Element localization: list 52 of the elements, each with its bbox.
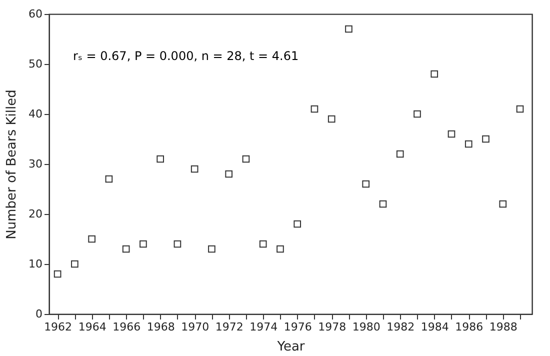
point bbox=[259, 240, 267, 248]
x-tick-label: 1982 bbox=[386, 320, 415, 334]
x-tick-label: 1966 bbox=[112, 320, 141, 334]
point bbox=[156, 155, 164, 163]
point bbox=[105, 175, 113, 183]
point bbox=[379, 200, 387, 208]
x-tick-label: 1962 bbox=[44, 320, 72, 334]
point bbox=[88, 235, 96, 243]
x-tick-label: 1974 bbox=[250, 320, 278, 334]
x-tick-label: 1972 bbox=[215, 320, 244, 334]
y-tick-label: 50 bbox=[28, 58, 42, 70]
point bbox=[190, 165, 198, 173]
point bbox=[464, 140, 472, 148]
x-tick-label: 1988 bbox=[489, 320, 518, 334]
y-tick-label: 10 bbox=[28, 258, 42, 270]
x-tick-label: 1984 bbox=[420, 320, 449, 334]
point bbox=[414, 110, 421, 118]
x-tick-label: 1980 bbox=[352, 320, 380, 334]
point bbox=[482, 135, 490, 143]
point bbox=[225, 170, 233, 178]
point bbox=[499, 200, 507, 208]
y-tick-label: 30 bbox=[28, 158, 42, 170]
point bbox=[174, 240, 182, 248]
x-axis-title: Year bbox=[276, 340, 306, 354]
y-axis-title: Number of Bears Killed bbox=[4, 90, 20, 240]
x-tick-label: 1968 bbox=[146, 320, 175, 334]
y-tick-label: 0 bbox=[36, 308, 42, 320]
x-tick-label: 1964 bbox=[78, 320, 106, 334]
point bbox=[122, 245, 130, 253]
point bbox=[208, 245, 216, 253]
point bbox=[54, 270, 62, 278]
y-tick-label: 20 bbox=[28, 208, 42, 220]
point bbox=[71, 260, 78, 268]
y-tick-label: 40 bbox=[28, 108, 42, 120]
point bbox=[362, 180, 370, 188]
point bbox=[448, 130, 456, 138]
y-tick-label: 60 bbox=[28, 8, 42, 20]
annotation: rₛ = 0.67, P = 0.000, n = 28, t = 4.61 bbox=[73, 49, 299, 63]
point bbox=[294, 220, 302, 228]
point bbox=[140, 240, 147, 248]
point bbox=[345, 25, 352, 33]
point bbox=[276, 245, 284, 253]
point bbox=[310, 105, 318, 113]
point bbox=[516, 105, 524, 113]
point bbox=[328, 115, 336, 123]
x-tick-label: 1978 bbox=[318, 320, 346, 334]
point bbox=[396, 150, 404, 158]
point bbox=[242, 155, 250, 163]
x-tick-label: 1976 bbox=[284, 320, 312, 334]
x-tick-label: 1986 bbox=[455, 320, 484, 334]
x-tick-label: 1970 bbox=[181, 320, 210, 334]
point bbox=[430, 70, 438, 78]
